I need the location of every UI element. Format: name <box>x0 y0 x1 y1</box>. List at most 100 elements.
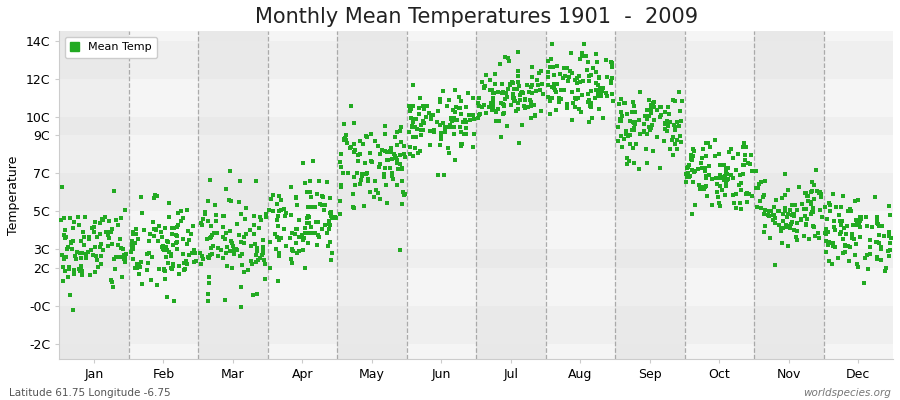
Point <box>880 248 895 254</box>
Point <box>54 216 68 223</box>
Point <box>590 82 605 88</box>
Point <box>627 121 642 128</box>
Point <box>303 189 318 196</box>
Point <box>507 98 521 104</box>
Point <box>272 208 286 214</box>
Point <box>819 227 833 234</box>
Point <box>394 166 409 172</box>
Point <box>819 238 833 244</box>
Point <box>572 56 587 62</box>
Point <box>301 230 315 236</box>
Point <box>841 243 855 250</box>
Text: Latitude 61.75 Longitude -6.75: Latitude 61.75 Longitude -6.75 <box>9 388 171 398</box>
Point <box>713 174 727 181</box>
Point <box>166 263 180 269</box>
Point <box>514 89 528 96</box>
Point <box>796 232 811 239</box>
Point <box>324 213 338 219</box>
Point <box>322 222 337 228</box>
Point <box>568 104 582 110</box>
Bar <box>476 31 545 359</box>
Point <box>87 224 102 230</box>
Point <box>134 259 148 265</box>
Point <box>510 68 525 75</box>
Point <box>721 165 735 172</box>
Point <box>642 97 656 103</box>
Point <box>724 172 738 178</box>
Point <box>626 119 640 125</box>
Point <box>773 226 788 232</box>
Point <box>875 223 889 229</box>
Point <box>384 156 399 162</box>
Point <box>102 228 116 235</box>
Point <box>403 105 418 112</box>
Point <box>272 250 286 256</box>
Point <box>116 246 130 252</box>
Point <box>660 118 674 125</box>
Point <box>724 146 738 152</box>
Point <box>828 227 842 234</box>
Point <box>90 257 104 264</box>
Point <box>672 108 687 114</box>
Point <box>589 87 603 94</box>
Point <box>454 98 468 104</box>
Point <box>204 232 219 239</box>
Point <box>247 213 261 219</box>
Point <box>682 162 697 168</box>
Point <box>108 266 122 272</box>
Point <box>394 139 409 145</box>
Point <box>378 182 392 188</box>
Point <box>483 100 498 106</box>
Point <box>284 256 299 263</box>
Point <box>856 280 870 286</box>
Point <box>124 249 139 255</box>
Point <box>506 80 520 86</box>
Point <box>772 208 787 214</box>
Point <box>340 170 355 176</box>
Point <box>682 174 697 180</box>
Point <box>60 244 75 250</box>
Point <box>175 218 189 224</box>
Point <box>130 236 145 242</box>
Point <box>109 217 123 223</box>
Point <box>870 214 885 220</box>
Point <box>526 82 540 88</box>
Point <box>58 215 72 221</box>
Point <box>529 88 544 94</box>
Point <box>186 246 201 253</box>
Point <box>501 54 516 61</box>
Point <box>292 234 306 240</box>
Point <box>806 208 820 215</box>
Point <box>801 198 815 204</box>
Point <box>836 249 850 256</box>
Point <box>169 232 184 238</box>
Bar <box>59 211 893 249</box>
Point <box>380 157 394 163</box>
Point <box>88 252 103 259</box>
Point <box>471 100 485 106</box>
Point <box>295 232 310 238</box>
Point <box>780 224 795 231</box>
Point <box>491 89 506 96</box>
Point <box>781 211 796 217</box>
Point <box>86 251 101 258</box>
Bar <box>59 306 893 344</box>
Point <box>235 262 249 268</box>
Point <box>436 87 450 94</box>
Point <box>778 192 792 198</box>
Point <box>176 236 190 242</box>
Point <box>233 178 248 184</box>
Point <box>246 292 260 298</box>
Point <box>633 89 647 95</box>
Point <box>355 172 369 179</box>
Point <box>202 298 216 304</box>
Point <box>254 217 268 223</box>
Point <box>256 244 270 250</box>
Point <box>216 213 230 220</box>
Point <box>72 222 86 229</box>
Point <box>599 92 614 99</box>
Point <box>202 176 217 183</box>
Point <box>271 278 285 284</box>
Point <box>605 60 619 66</box>
Point <box>636 120 651 127</box>
